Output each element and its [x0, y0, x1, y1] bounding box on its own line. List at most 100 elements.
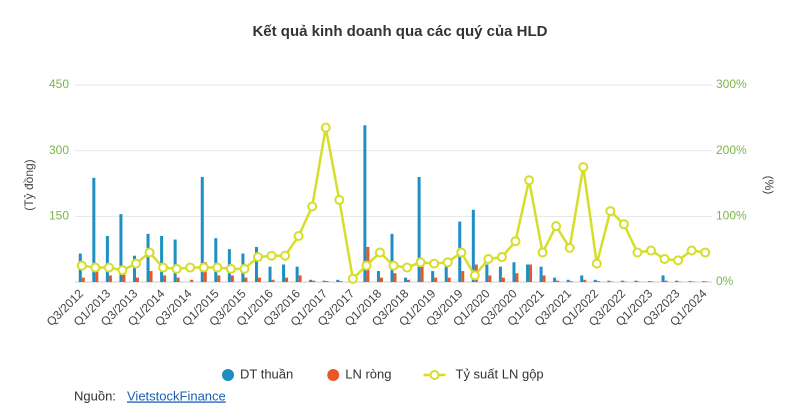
bar: [515, 273, 519, 282]
bar: [309, 279, 313, 282]
bar: [596, 281, 600, 282]
y-tick-label: 300: [49, 143, 69, 157]
line-marker: [361, 260, 372, 271]
y-axis-label: (Tỷ đồng): [22, 159, 36, 210]
bar: [230, 275, 234, 282]
bar: [539, 266, 543, 282]
bar: [376, 271, 380, 282]
y2-tick-label: 200%: [716, 143, 747, 157]
bar: [285, 277, 289, 282]
line-marker: [686, 245, 697, 256]
bar: [675, 280, 679, 282]
bar: [295, 266, 299, 282]
bar: [566, 279, 570, 282]
bar: [501, 277, 505, 282]
bar: [146, 233, 150, 282]
line-marker: [551, 221, 562, 232]
line-marker: [429, 258, 440, 269]
bar: [108, 275, 112, 282]
bar: [312, 280, 316, 282]
bar: [173, 239, 177, 282]
line-marker: [456, 247, 467, 258]
legend-marker: [222, 369, 234, 381]
bar: [257, 277, 261, 282]
source-link[interactable]: VietstockFinance: [127, 388, 226, 403]
bar: [485, 264, 489, 282]
bar: [498, 266, 502, 282]
bar: [553, 277, 557, 282]
bar: [160, 236, 164, 282]
line-marker: [483, 254, 494, 265]
bar: [431, 271, 435, 282]
bar: [569, 281, 573, 282]
bar: [417, 176, 421, 282]
bar: [664, 280, 668, 282]
line-marker: [130, 258, 141, 269]
line-marker: [510, 236, 521, 247]
line-marker: [347, 273, 358, 284]
line-marker: [266, 250, 277, 261]
bar: [214, 238, 218, 282]
bar: [92, 177, 96, 282]
bar: [298, 275, 302, 282]
line-marker: [591, 258, 602, 269]
bar: [444, 266, 448, 282]
bar: [339, 281, 343, 282]
bar: [583, 279, 587, 282]
line-marker: [673, 255, 684, 266]
bar: [471, 209, 475, 282]
line-marker: [632, 247, 643, 258]
bar: [556, 280, 560, 282]
bar: [593, 279, 597, 282]
bar: [200, 176, 204, 282]
legend-label: DT thuần: [240, 366, 293, 381]
y-tick-label: 450: [49, 77, 69, 91]
line-marker: [442, 257, 453, 268]
legend-marker: [327, 369, 340, 381]
bar: [105, 236, 109, 282]
bar: [363, 125, 367, 282]
y-tick-label: 150: [49, 209, 69, 223]
line-marker: [646, 245, 657, 256]
bar: [648, 281, 652, 282]
line-marker: [564, 242, 575, 253]
bar: [420, 264, 424, 282]
line-marker: [76, 260, 87, 271]
line-marker: [700, 247, 711, 258]
bar: [379, 277, 383, 282]
bar: [542, 275, 546, 282]
bar: [702, 281, 706, 282]
bar: [407, 279, 411, 282]
line-marker: [117, 265, 128, 276]
line-marker: [185, 262, 196, 273]
legend-marker: [429, 370, 440, 380]
source-label: Nguồn:: [74, 388, 116, 403]
bar: [434, 277, 438, 282]
line-marker: [524, 175, 535, 186]
bar: [81, 277, 85, 282]
bar: [620, 280, 624, 282]
bar: [268, 266, 272, 282]
line-marker: [280, 250, 291, 261]
line-marker: [252, 252, 263, 263]
bar: [217, 275, 221, 282]
bar: [132, 255, 136, 282]
bar: [282, 264, 286, 282]
bar: [661, 275, 665, 282]
bar: [119, 214, 123, 282]
line-marker: [158, 262, 169, 273]
y2-tick-label: 300%: [716, 77, 747, 91]
line-marker: [605, 206, 616, 217]
bar: [488, 275, 492, 282]
y2-axis-label: (%): [762, 176, 776, 195]
y2-tick-label: 100%: [716, 209, 747, 223]
bar: [176, 277, 180, 282]
bar: [447, 277, 451, 282]
chart-title: Kết quả kinh doanh qua các quý của HLD: [252, 23, 547, 40]
bar: [95, 268, 99, 282]
line-marker: [659, 254, 670, 265]
line-marker: [320, 122, 331, 133]
bar: [244, 277, 248, 282]
line-marker: [293, 231, 304, 242]
